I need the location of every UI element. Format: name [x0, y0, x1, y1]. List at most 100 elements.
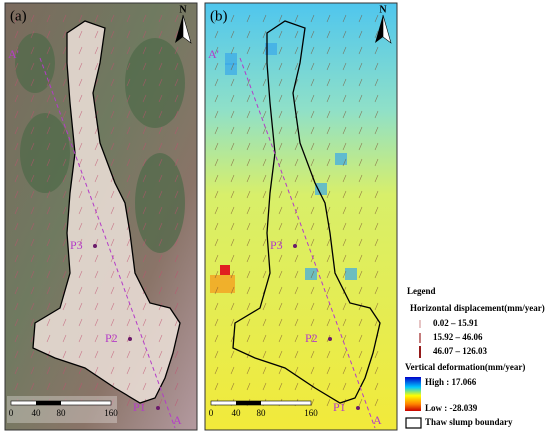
displacement-arrow — [30, 302, 35, 311]
displacement-arrow — [246, 382, 251, 391]
displacement-arrow — [30, 350, 35, 359]
displacement-arrow — [14, 190, 19, 199]
displacement-arrow — [310, 62, 315, 71]
displacement-arrow — [158, 78, 163, 87]
displacement-arrow — [374, 78, 379, 87]
displacement-arrow — [342, 174, 347, 183]
displacement-arrow — [174, 94, 179, 103]
displacement-arrow — [214, 126, 219, 135]
displacement-arrow — [358, 398, 363, 407]
displacement-arrow — [158, 94, 163, 103]
displacement-arrow — [30, 142, 35, 151]
displacement-arrow — [278, 190, 283, 199]
displacement-arrow — [358, 142, 363, 151]
displacement-arrow — [110, 62, 115, 71]
deformation-cell — [315, 183, 327, 195]
north-arrow — [382, 14, 392, 44]
displacement-arrow — [294, 174, 299, 183]
north-arrow — [375, 15, 383, 43]
displacement-arrow — [126, 382, 131, 391]
displacement-arrow — [342, 110, 347, 119]
displacement-arrow — [358, 158, 363, 167]
displacement-arrow — [326, 174, 331, 183]
displacement-arrow — [62, 222, 67, 231]
displacement-arrow — [230, 190, 235, 199]
displacement-arrow — [62, 302, 67, 311]
displacement-arrow — [94, 270, 99, 279]
displacement-arrow — [14, 270, 19, 279]
displacement-arrow — [46, 158, 51, 167]
displacement-arrow — [294, 142, 299, 151]
displacement-arrow — [14, 238, 19, 247]
displacement-arrow — [262, 206, 267, 215]
deformation-cell — [345, 268, 357, 280]
section-end-label: A' — [8, 47, 19, 61]
point-marker — [293, 244, 297, 248]
displacement-arrow — [358, 94, 363, 103]
displacement-arrow — [126, 110, 131, 119]
displacement-arrow — [246, 318, 251, 327]
displacement-arrow — [294, 94, 299, 103]
displacement-arrow — [14, 158, 19, 167]
displacement-arrow — [174, 238, 179, 247]
displacement-arrow — [246, 62, 251, 71]
displacement-arrow — [342, 94, 347, 103]
deformation-cell — [335, 153, 347, 165]
displacement-arrow — [158, 126, 163, 135]
displacement-arrow — [158, 14, 163, 23]
displacement-arrow — [126, 14, 131, 23]
displacement-arrow — [30, 382, 35, 391]
displacement-arrow — [126, 126, 131, 135]
displacement-arrow — [294, 350, 299, 359]
displacement-arrow — [342, 206, 347, 215]
displacement-arrow — [262, 238, 267, 247]
displacement-arrow — [326, 350, 331, 359]
displacement-arrow — [158, 206, 163, 215]
displacement-arrow — [262, 14, 267, 23]
displacement-arrow — [94, 382, 99, 391]
displacement-arrow — [46, 14, 51, 23]
displacement-arrow — [14, 382, 19, 391]
displacement-arrow — [342, 286, 347, 295]
displacement-arrow — [46, 174, 51, 183]
displacement-arrow — [374, 398, 379, 407]
displacement-arrow — [310, 14, 315, 23]
map-panel: (b) N A' A P1 P2 P3 0 40 80 160 — [204, 2, 398, 431]
displacement-arrow — [246, 46, 251, 55]
displacement-arrow — [142, 94, 147, 103]
displacement-arrow — [30, 30, 35, 39]
displacement-arrow — [126, 206, 131, 215]
displacement-arrow — [62, 206, 67, 215]
displacement-arrow — [30, 286, 35, 295]
displacement-arrow — [78, 110, 83, 119]
displacement-arrow — [214, 238, 219, 247]
displacement-arrow — [30, 110, 35, 119]
displacement-arrow — [94, 206, 99, 215]
displacement-arrow — [262, 382, 267, 391]
displacement-arrow — [62, 142, 67, 151]
displacement-arrow — [46, 190, 51, 199]
displacement-arrow — [62, 190, 67, 199]
displacement-arrow — [110, 222, 115, 231]
displacement-arrow — [46, 366, 51, 375]
displacement-arrow — [78, 78, 83, 87]
point-label: P1 — [333, 400, 346, 414]
displacement-arrow — [158, 222, 163, 231]
displacement-arrow — [158, 190, 163, 199]
displacement-arrow — [246, 110, 251, 119]
displacement-arrow — [294, 62, 299, 71]
displacement-arrow — [14, 302, 19, 311]
displacement-arrow — [126, 270, 131, 279]
displacement-arrow — [342, 158, 347, 167]
displacement-arrow — [110, 94, 115, 103]
displacement-arrow — [326, 78, 331, 87]
displacement-arrow — [246, 270, 251, 279]
map-panel: (a) N A' A P1 P2 P3 0 40 80 160 — [4, 2, 198, 431]
displacement-arrow — [174, 14, 179, 23]
displacement-arrow — [126, 238, 131, 247]
displacement-arrow — [142, 350, 147, 359]
displacement-arrow — [110, 366, 115, 375]
point-marker — [356, 406, 360, 410]
color-bar — [405, 377, 421, 411]
displacement-arrow — [342, 142, 347, 151]
